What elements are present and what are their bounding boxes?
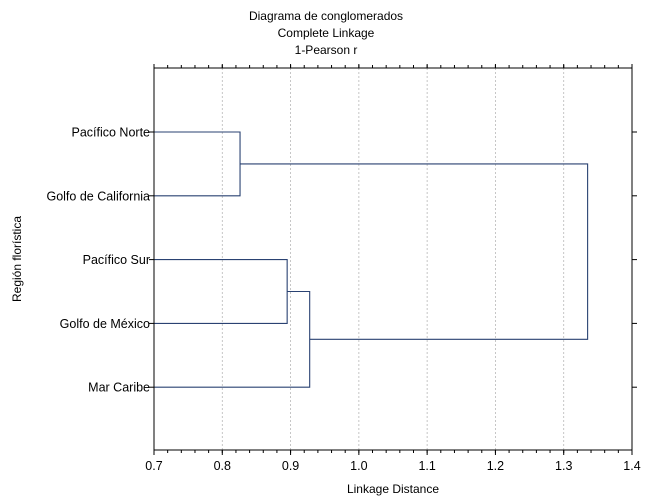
- x-tick-label: 0.9: [282, 459, 299, 473]
- dendrogram-links: [154, 131, 589, 388]
- dendrogram-link: [154, 259, 288, 324]
- leaf-labels: Pacífico Norte Golfo de California Pacífic…: [46, 126, 150, 395]
- dendrogram-link: [240, 163, 589, 340]
- leaf-label: Pacífico Norte: [71, 126, 150, 140]
- chart-title-line-3: 1-Pearson r: [295, 43, 358, 57]
- grid-lines: [221, 68, 565, 450]
- x-tick-labels: 0.7 0.8 0.9 1.0 1.1 1.2 1.3 1.4: [145, 459, 640, 473]
- axis-ticks: [149, 64, 637, 455]
- dendrogram-link: [154, 131, 241, 197]
- x-tick-label: 1.4: [623, 459, 640, 473]
- chart-title: Diagrama de conglomerados Complete Linka…: [249, 9, 403, 57]
- plot-frame: [153, 67, 633, 451]
- leaf-label: Golfo de California: [46, 189, 150, 203]
- dendrogram-link: [154, 290, 311, 388]
- x-tick-label: 1.3: [555, 459, 572, 473]
- y-axis-title: Región florística: [10, 216, 24, 302]
- chart-title-line-1: Diagrama de conglomerados: [249, 9, 403, 23]
- leaf-label: Mar Caribe: [88, 381, 150, 395]
- chart-title-line-2: Complete Linkage: [278, 26, 375, 40]
- x-tick-label: 1.0: [350, 459, 367, 473]
- x-tick-label: 1.1: [418, 459, 435, 473]
- x-axis-title: Linkage Distance: [347, 482, 439, 496]
- x-tick-label: 0.8: [214, 459, 231, 473]
- leaf-label: Golfo de México: [60, 317, 150, 331]
- leaf-label: Pacífico Sur: [83, 253, 150, 267]
- x-tick-label: 1.2: [487, 459, 504, 473]
- x-tick-label: 0.7: [145, 459, 162, 473]
